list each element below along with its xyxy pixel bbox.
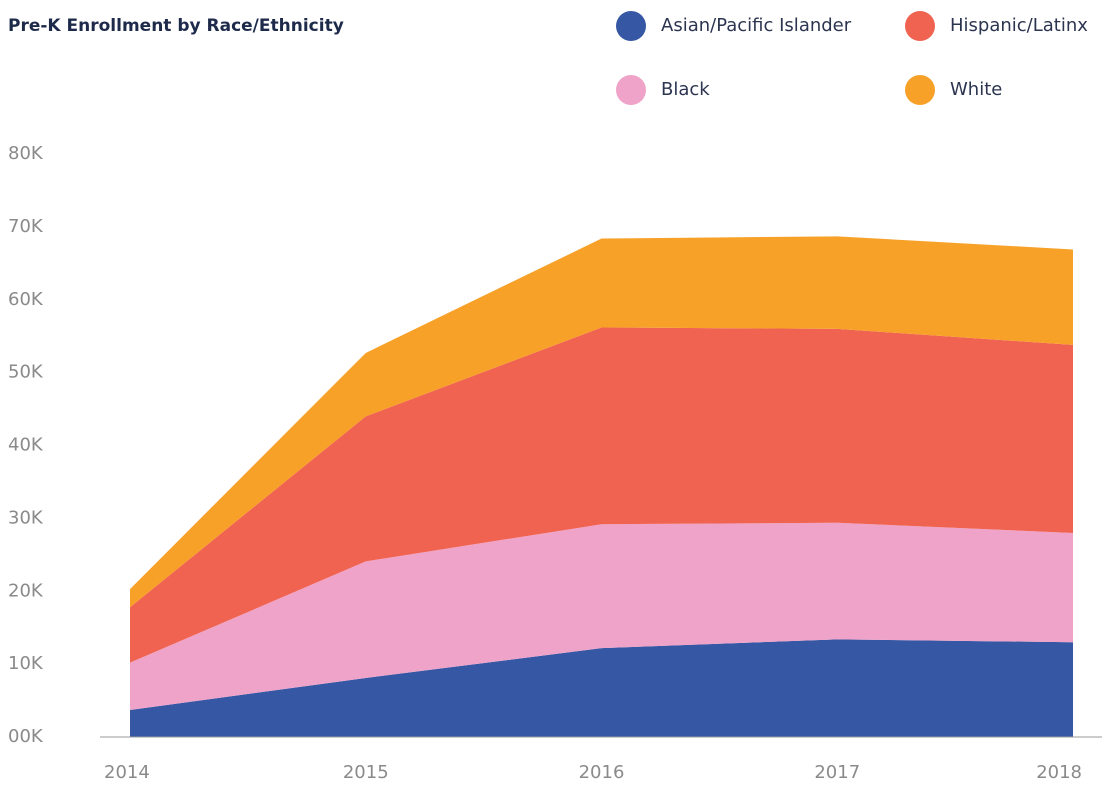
x-tick-label: 2018 (1036, 762, 1082, 783)
area (130, 236, 1073, 608)
area (130, 327, 1073, 663)
legend-swatch (616, 11, 646, 41)
y-tick-label: 80K (8, 143, 44, 164)
chart-title: Pre-K Enrollment by Race/Ethnicity (8, 16, 344, 36)
legend-label: Asian/Pacific Islander (661, 15, 852, 36)
y-tick-label: 60K (8, 289, 44, 310)
y-tick-label: 70K (8, 216, 44, 237)
x-tick-label: 2015 (343, 762, 389, 783)
y-tick-label: 50K (8, 362, 44, 383)
legend-swatch (616, 75, 646, 105)
legend-label: White (950, 79, 1002, 100)
legend-swatch (905, 11, 935, 41)
area (130, 522, 1073, 711)
legend-label: Black (661, 79, 710, 100)
y-tick-label: 10K (8, 653, 44, 674)
x-tick-label: 2016 (579, 762, 625, 783)
y-tick-label: 20K (8, 580, 44, 601)
legend-label: Hispanic/Latinx (950, 15, 1088, 36)
y-tick-label: 00K (8, 726, 44, 747)
legend-swatch (905, 75, 935, 105)
area (130, 639, 1073, 737)
x-tick-label: 2017 (814, 762, 860, 783)
x-tick-label: 2014 (104, 762, 150, 783)
y-tick-label: 40K (8, 435, 44, 456)
y-tick-label: 30K (8, 507, 44, 528)
